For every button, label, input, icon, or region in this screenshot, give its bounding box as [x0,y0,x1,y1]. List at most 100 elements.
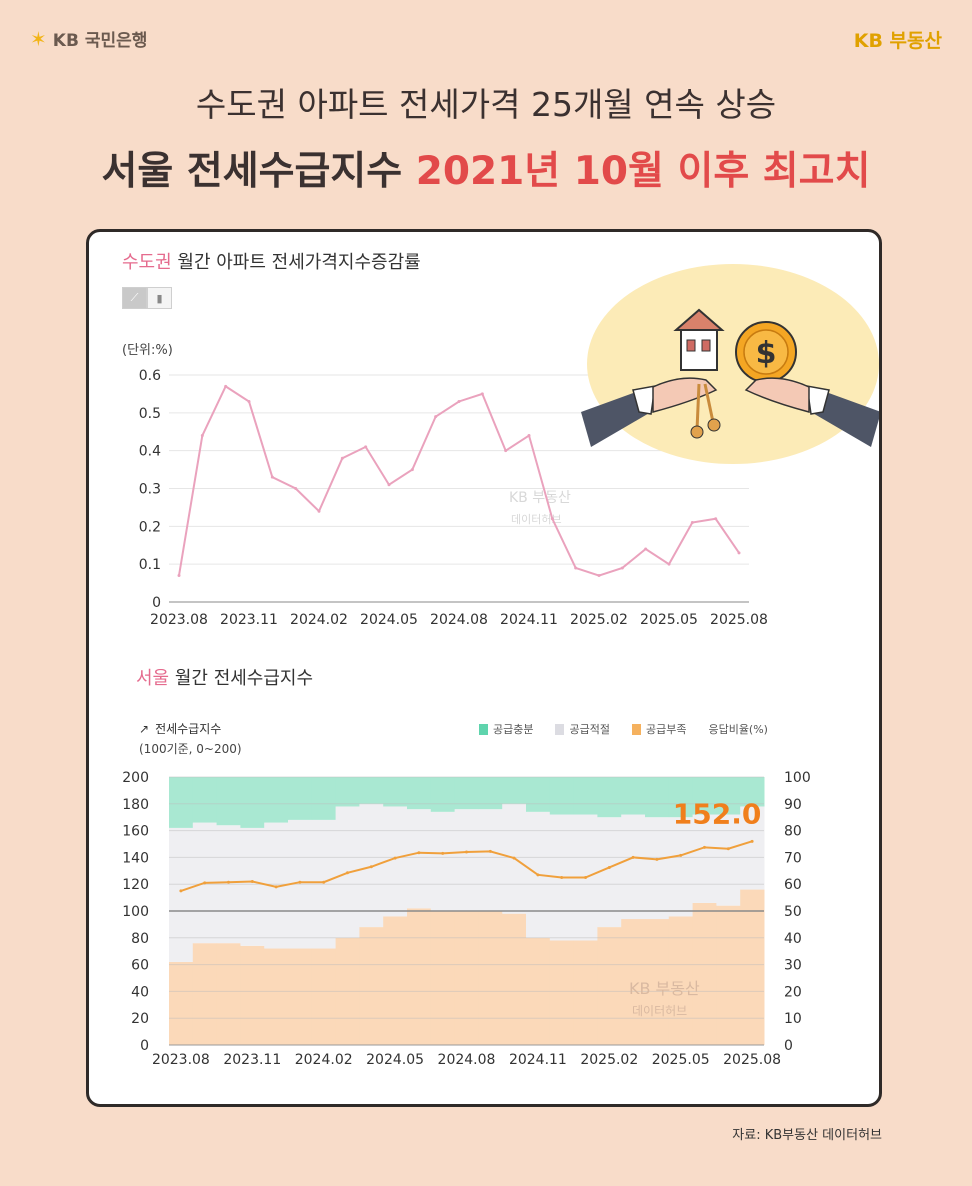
shortage-bar [692,902,717,1045]
line-chart-icon[interactable]: ⟋ [122,287,147,309]
chart2-data-point [417,851,421,855]
adequate-bar [668,817,694,917]
chart1-data-point [457,399,461,403]
shortage-bar [216,943,241,1045]
chart1-title-text: 월간 아파트 전세가격지수증감률 [171,252,421,273]
chart2-data-point [726,847,730,851]
chart2-left-tick-label: 20 [131,1011,149,1027]
chart2-watermark: KB 부동산 [629,979,700,998]
chart2-title: 서울 월간 전세수급지수 [136,664,313,690]
adequate-bar [454,809,479,911]
adequate-bar [169,827,194,962]
chart1-data-point [247,399,251,403]
shortage-bar [478,911,503,1045]
chart1-data-point [387,483,391,487]
chart1-y-tick-label: 0.2 [139,519,161,535]
oversupply-bar [454,777,479,810]
chart2-data-point [655,857,659,861]
headline-subtitle: 수도권 아파트 전세가격 25개월 연속 상승 [195,85,777,124]
chart2-watermark-sub: 데이터허브 [632,1004,687,1018]
chart2-title-text: 월간 전세수급지수 [169,668,314,689]
adequate-bar [407,809,432,909]
oversupply-bar [573,777,598,815]
chart2-data-point [679,853,683,857]
chart2-right-tick-label: 10 [784,1011,802,1027]
chart2-data-point [322,880,326,884]
chart1-data-point [177,574,181,578]
bar-chart-icon[interactable]: ▮ [147,287,172,309]
chart1-data-point [644,547,648,551]
chart2-last-value-label: 152.0 [673,797,762,830]
shortage-bar [573,940,598,1045]
chart2-left-tick-label: 40 [131,984,149,1000]
chart2-x-tick-label: 2025.05 [652,1052,710,1068]
chart2-x-tick-label: 2023.11 [223,1052,281,1068]
chart2-right-tick-label: 80 [784,824,802,840]
legend-ratio: 공급충분 공급적절 공급부족 응답비율(%) [479,721,768,737]
chart2-data-point [346,871,349,875]
shortage-bar [288,948,313,1045]
chart2-left-tick-label: 80 [131,931,149,947]
house-and-coin-illustration: $ [581,264,879,464]
shortage-bar [740,889,765,1045]
shortage-bar [597,927,622,1045]
chart2-data-point [631,855,635,859]
chart1-data-point [550,517,554,521]
chart1-data-point [434,415,438,419]
chart2-right-tick-label: 100 [784,770,811,786]
legend-item-ratio: 응답비율(%) [708,721,768,737]
oversupply-bar [216,777,241,826]
oversupply-bar [407,777,432,810]
chart1-data-point [224,384,228,388]
chart1-data-point [200,434,204,438]
chart1-plot: 0 0.1 0.2 0.3 0.4 0.5 0.6 2023.08 2023.11 2024.0… [139,368,768,628]
oversupply-bar [740,777,765,807]
chart1-y-tick-label: 0.5 [139,406,161,422]
chart1-data-point [294,487,298,490]
chart2-left-tick-label: 0 [140,1038,149,1054]
chart-mode-toggle[interactable]: ⟋ ▮ [122,287,172,309]
chart2-left-tick-label: 160 [122,824,149,840]
chart2-data-point [369,865,373,869]
oversupply-bar [430,777,456,812]
shortage-bar [311,948,337,1045]
headline-title-accent: 2021년 10월 이후 최고치 [415,149,871,194]
chart2-left-tick-label: 120 [122,877,149,893]
chart1-data-point [620,566,624,570]
oversupply-bar [668,777,694,818]
chart1-data-point [690,521,694,525]
oversupply-bar [478,777,503,810]
adequate-bar [240,827,265,946]
legend-swatch-adequate [555,723,565,735]
chart2-data-point [607,865,611,869]
oversupply-bar [597,777,622,818]
chart1-data-point [270,475,274,479]
adequate-bar [692,814,717,903]
chart1-y-tick-label: 0.4 [139,444,161,460]
oversupply-bar [240,777,265,828]
oversupply-bar [621,777,646,815]
adequate-bar [430,811,456,911]
legend-swatch-shortage [631,723,641,735]
chart2-right-tick-label: 90 [784,797,802,813]
chart2-data-point [750,839,754,843]
shortage-bar [383,916,408,1045]
chart2-data-point [465,850,468,854]
chart2-data-point [512,856,516,860]
kb-star-icon: ✶ [30,26,47,51]
legend-item-adequate: 공급적절 [555,721,610,737]
adequate-bar [716,814,741,906]
oversupply-bar [383,777,408,807]
chart2-data-point [298,880,302,884]
shortage-bar [454,911,479,1045]
adequate-bar [597,817,622,928]
chart2-right-tick-label: 30 [784,958,802,974]
shortage-bar [192,943,218,1045]
oversupply-bar [169,777,194,828]
chart1-x-tick-label: 2023.08 [150,612,208,628]
chart2-data-point [274,885,278,889]
legend-item-shortage: 공급부족 [631,721,686,737]
chart1-x-tick-label: 2025.02 [570,612,628,628]
legend-ratio-label: 응답비율(%) [708,723,768,736]
chart1-title-region: 수도권 [122,252,172,273]
